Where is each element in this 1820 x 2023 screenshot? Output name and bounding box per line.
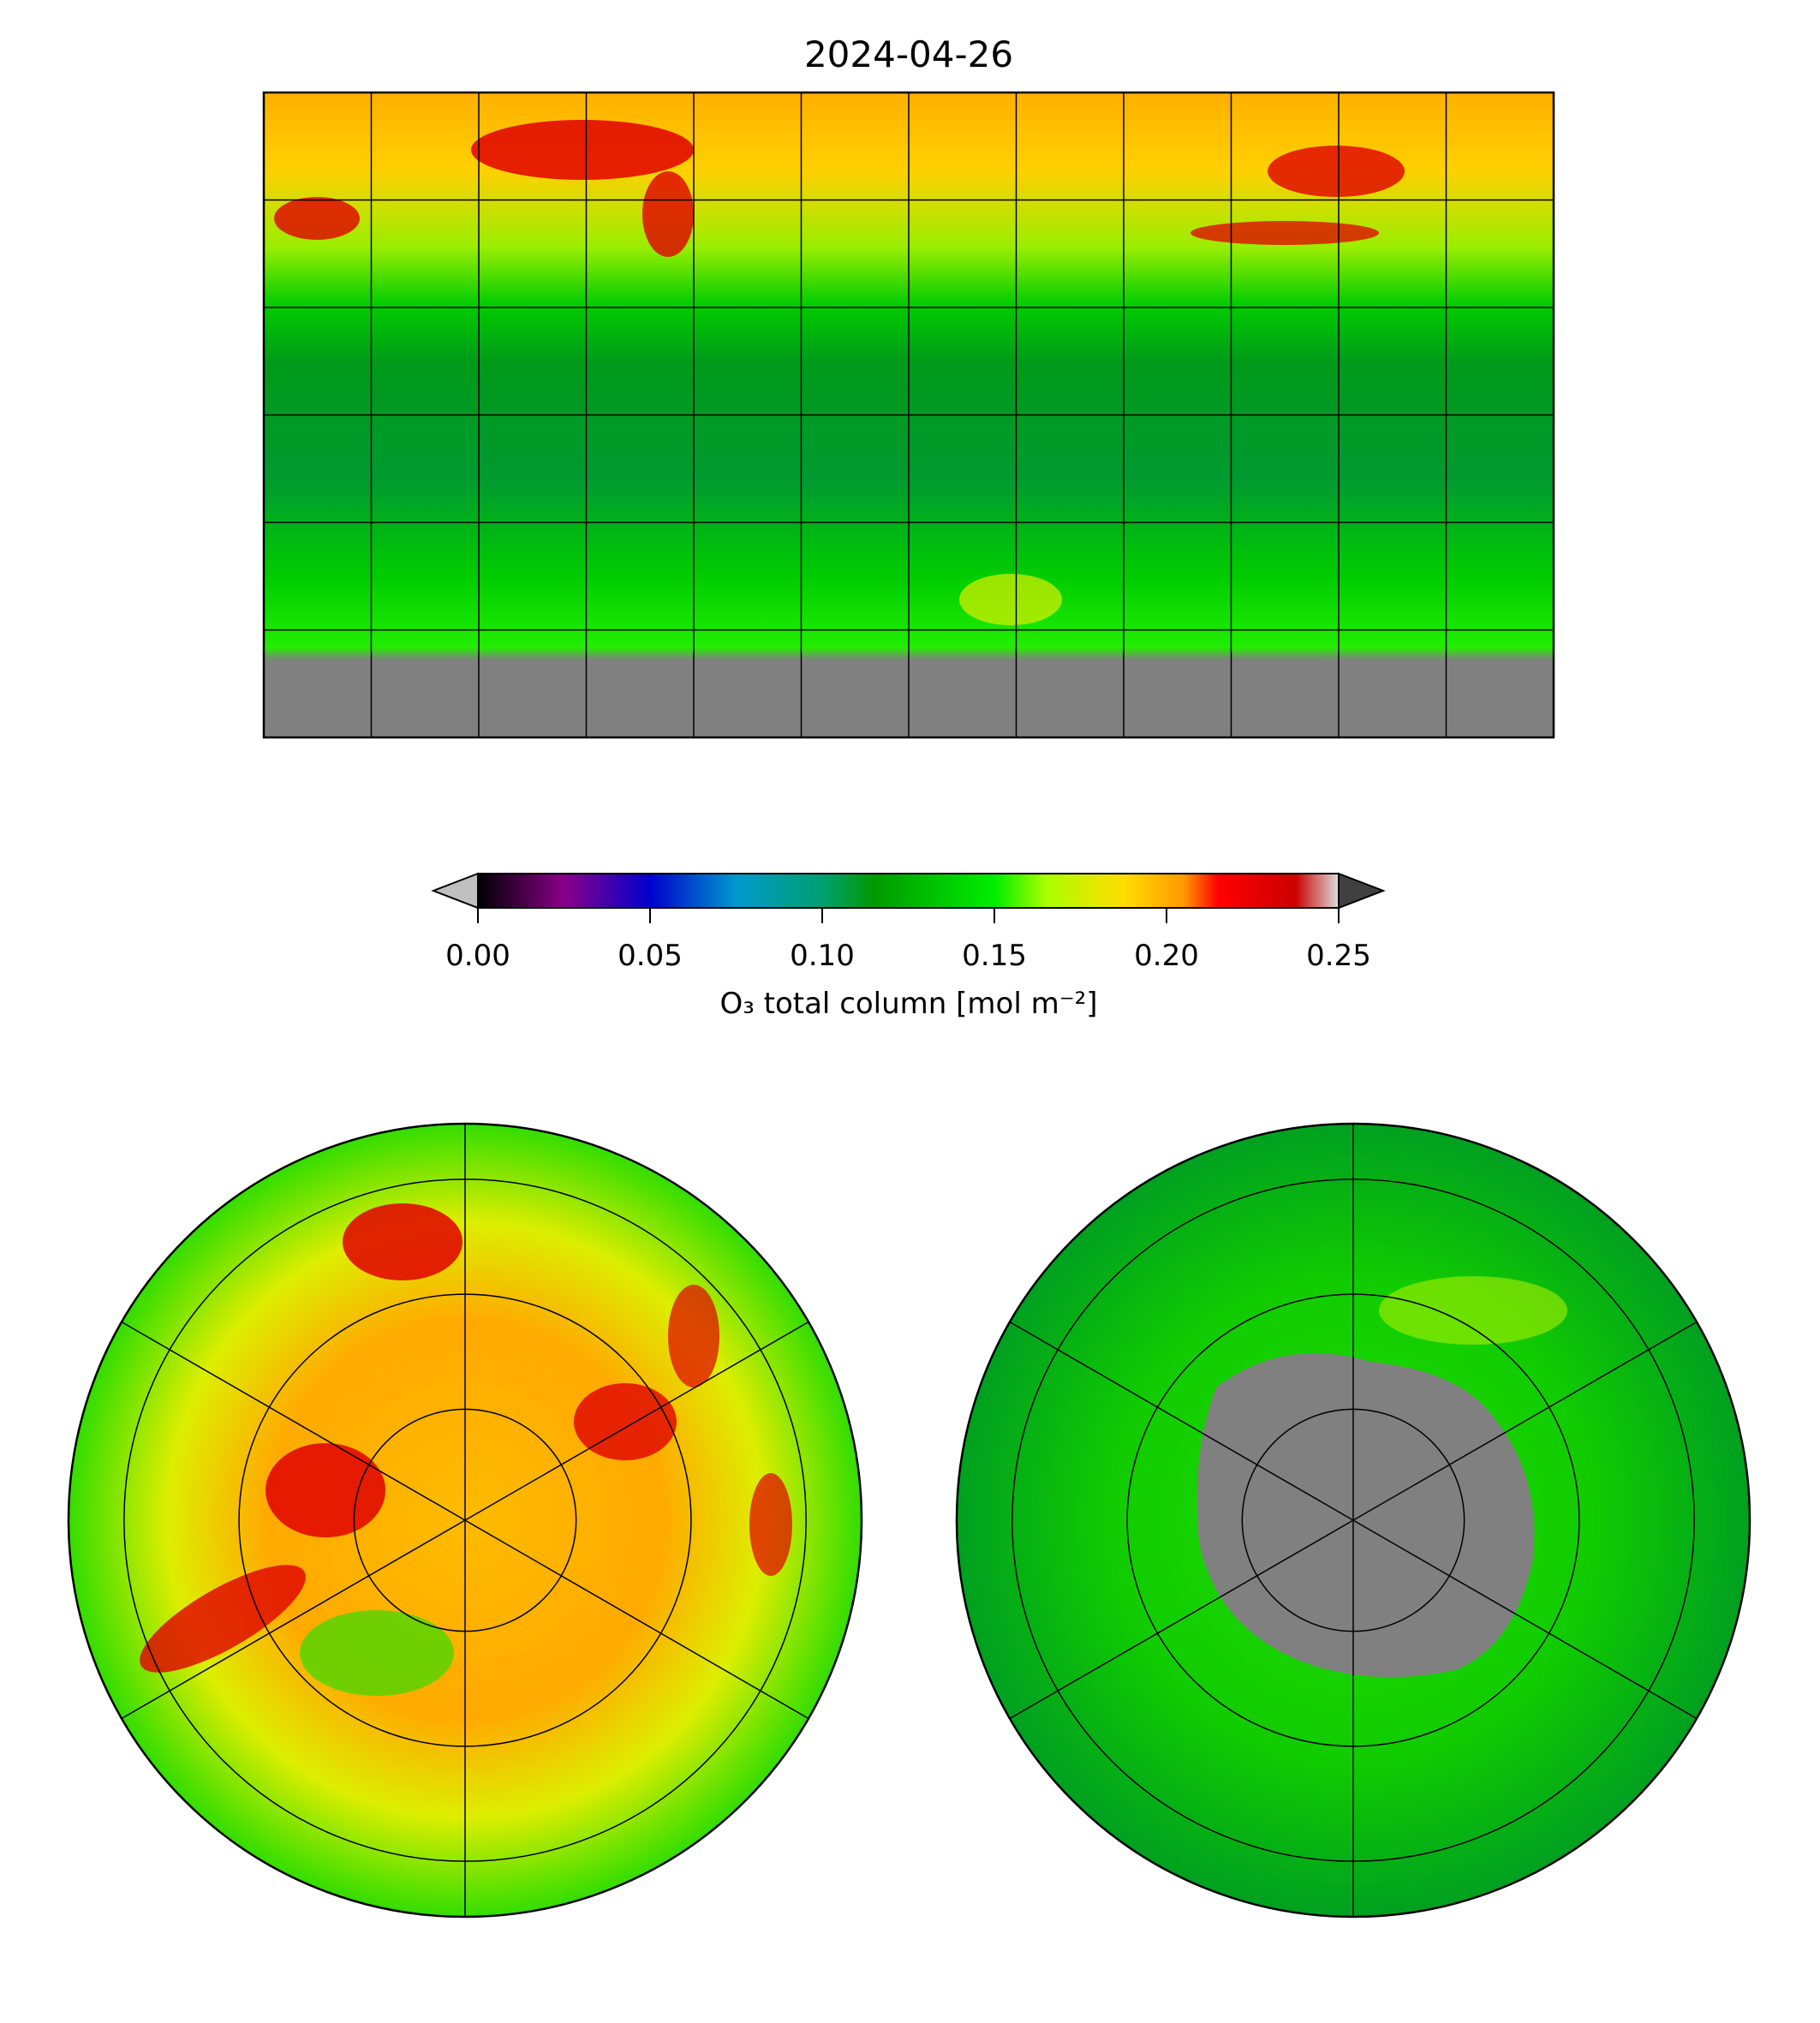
chart-title: 2024-04-26 [804, 33, 1013, 75]
high-ozone-patch [642, 171, 694, 257]
colorbar-gradient [477, 873, 1340, 909]
meridian [464, 1519, 815, 1722]
meridian [116, 1519, 466, 1722]
colorbar-label: O₃ total column [mol m⁻²] [719, 987, 1097, 1021]
colorbar-tick-label: 0.10 [790, 939, 855, 973]
missing-data-region [1196, 1353, 1535, 1677]
graticule [116, 1124, 815, 1917]
north-polar-map [69, 1124, 862, 1917]
high-ozone-patch [959, 574, 1062, 625]
high-ozone-patch [749, 1473, 792, 1576]
colorbar-tick-label: 0.00 [445, 939, 510, 973]
meridian [1352, 1519, 1703, 1722]
high-ozone-patch [574, 1383, 677, 1460]
elevated-ozone-patch [1379, 1276, 1567, 1345]
colorbar-tick-label: 0.20 [1134, 939, 1199, 973]
high-ozone-patch [1268, 146, 1405, 197]
high-ozone-patch [471, 120, 694, 180]
high-ozone-patch [668, 1285, 719, 1387]
colorbar-tick-label: 0.15 [962, 939, 1027, 973]
meridian [1352, 1318, 1703, 1521]
graticule [264, 92, 1554, 737]
meridian [464, 1318, 815, 1521]
global-map [264, 92, 1554, 737]
south-polar-frame [955, 1122, 1751, 1919]
colorbar: 0.00 0.05 0.10 0.15 0.20 0.25 O₃ total column… [431, 872, 1386, 1021]
north-polar-frame [67, 1122, 863, 1919]
graticule [1004, 1124, 1703, 1917]
colorbar-extend-max [1338, 872, 1386, 910]
colorbar-ticks: 0.00 0.05 0.10 0.15 0.20 0.25 [445, 908, 1371, 973]
high-ozone-patch [266, 1443, 385, 1537]
meridian [1004, 1318, 1354, 1521]
meridian [1004, 1519, 1354, 1722]
high-ozone-patch [343, 1203, 462, 1280]
low-ozone-patch [300, 1610, 454, 1696]
colorbar-tick-label: 0.25 [1306, 939, 1371, 973]
south-polar-map [957, 1124, 1750, 1917]
high-ozone-patch [1190, 221, 1379, 245]
global-map-frame [262, 91, 1555, 739]
colorbar-tick-label: 0.05 [618, 939, 683, 973]
high-ozone-patch [274, 197, 360, 240]
colorbar-extend-min [431, 872, 479, 910]
meridian [116, 1318, 466, 1521]
high-ozone-patch [140, 1565, 306, 1673]
